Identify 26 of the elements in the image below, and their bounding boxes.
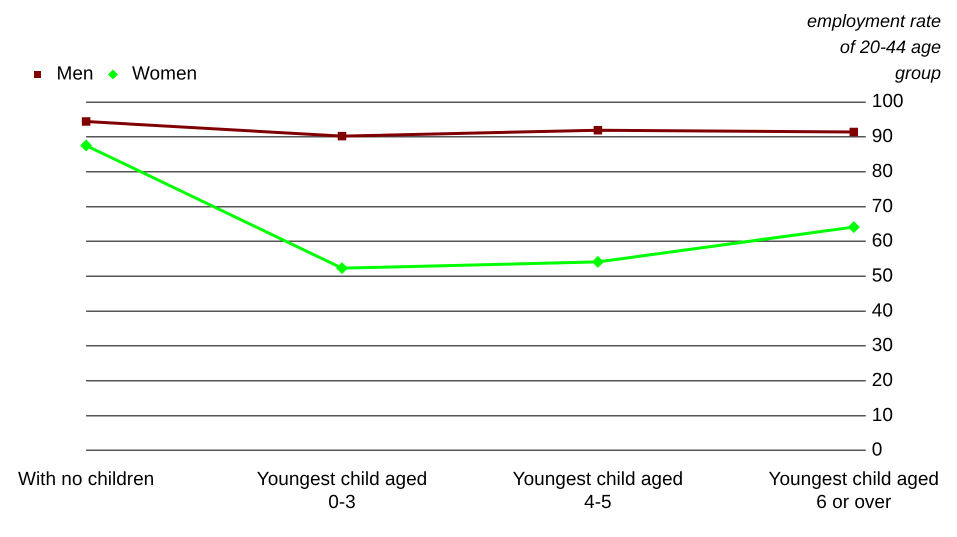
y-tick-label: 80: [872, 160, 893, 182]
x-tick-label: Youngest child aged 6 or over: [768, 469, 940, 513]
y-tick-label: 90: [872, 126, 893, 148]
y-axis-title: employment rate of 20-44 age group: [806, 10, 941, 85]
point: [80, 140, 92, 152]
y-tick-label: 20: [872, 370, 893, 391]
y-tick-label: 100: [872, 91, 904, 112]
x-tick-label: Youngest child aged 0-3: [256, 469, 428, 513]
point: [82, 117, 90, 126]
legend-label: Women: [132, 64, 198, 85]
x-tick-label: With no children: [18, 469, 154, 490]
point: [336, 262, 348, 274]
y-tick-label: 50: [872, 265, 893, 286]
y-tick-label: 40: [872, 300, 893, 322]
y-tick-label: 60: [872, 230, 893, 252]
point: [338, 132, 346, 140]
point: [848, 221, 860, 234]
point: [592, 256, 604, 268]
x-tick-label: Youngest child aged 4-5: [512, 469, 684, 513]
y-tick-label: 0: [872, 440, 882, 461]
point: [594, 126, 602, 134]
point: [850, 128, 858, 136]
y-tick-label: 70: [872, 196, 893, 217]
y-tick-label: 30: [872, 335, 893, 356]
legend-label: Men: [56, 64, 94, 85]
y-tick-label: 10: [872, 404, 893, 426]
